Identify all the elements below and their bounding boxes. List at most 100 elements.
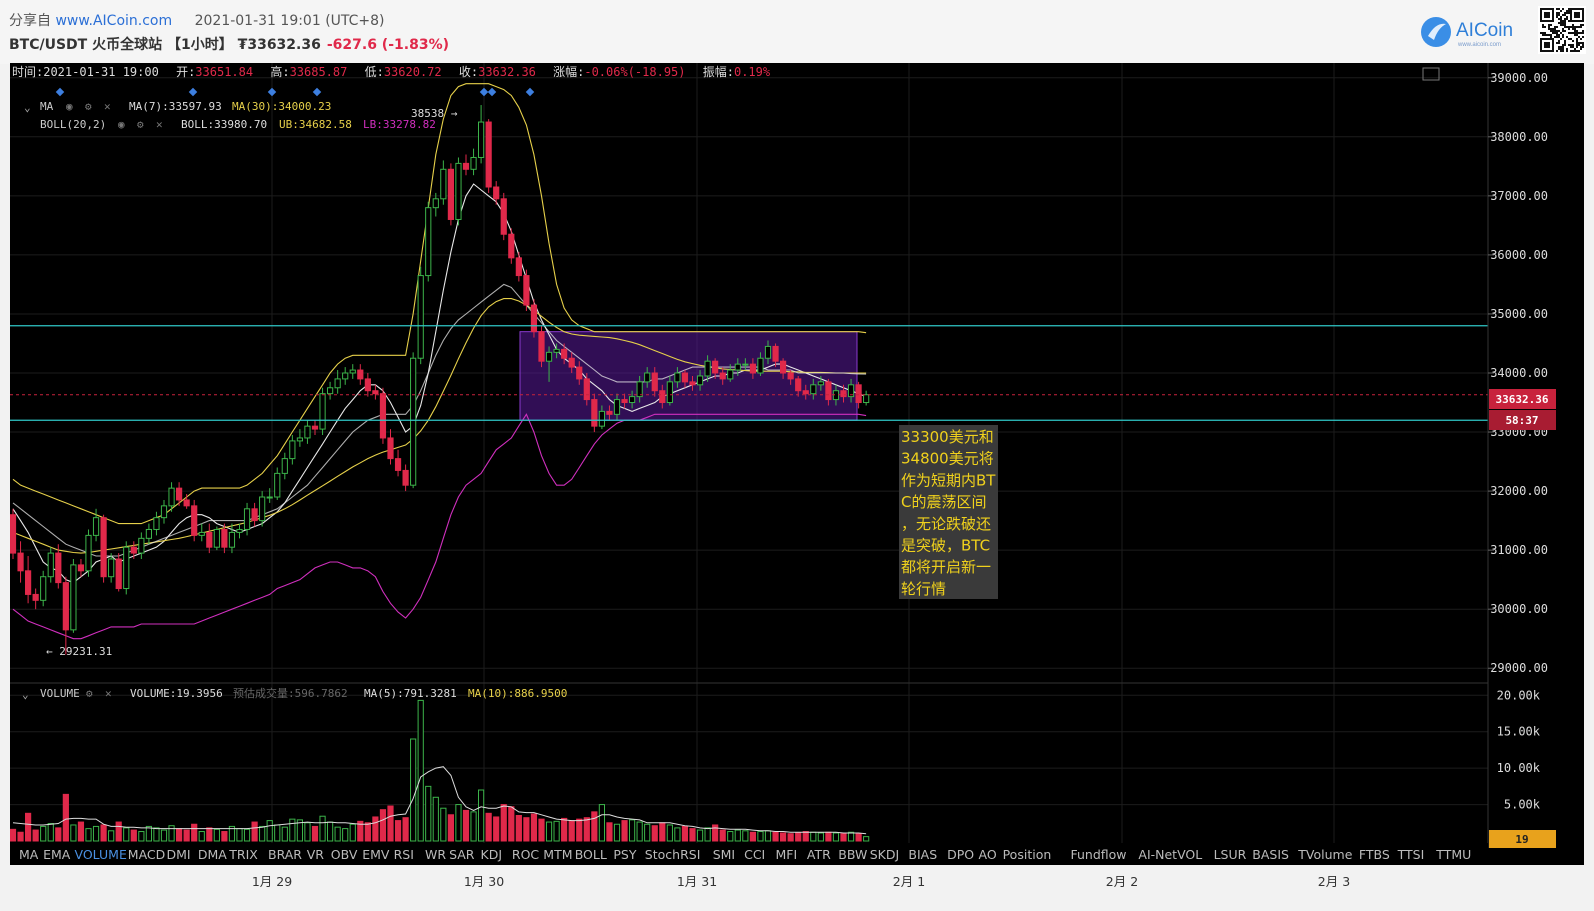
close-icon[interactable]: ✕ [156, 118, 163, 131]
gear-icon[interactable]: ⚙ [86, 687, 93, 700]
indicator-tab[interactable]: BIAS [908, 847, 937, 862]
indicator-tab[interactable]: DMI [167, 847, 191, 862]
candle [387, 437, 394, 460]
indicator-tab[interactable]: SKDJ [870, 847, 899, 862]
event-marker-icon[interactable] [267, 87, 277, 97]
y-tick-label: 38000.00 [1490, 130, 1548, 144]
indicator-tab[interactable]: TTSI [1397, 847, 1425, 862]
indicator-tab[interactable]: RSI [394, 847, 414, 862]
share-url[interactable]: www.AICoin.com [55, 13, 173, 29]
symbol-title: BTC/USDT 火币全球站 【1小时】 ₮33632.36 -627.6 (-1… [9, 34, 449, 54]
candle [734, 363, 741, 371]
candle [500, 198, 507, 235]
candle [85, 534, 92, 572]
annotation-line: 33300美元和 [901, 428, 994, 446]
indicator-tab[interactable]: BASIS [1252, 847, 1289, 862]
indicator-tab[interactable]: ROC [512, 847, 540, 862]
candle [651, 372, 658, 392]
volume-legend: ⌄ VOLUME ⚙ ✕ VOLUME:19.3956 预估成交量:596.78… [22, 686, 567, 701]
volume-bar [123, 827, 130, 842]
indicator-tab[interactable]: VR [307, 847, 325, 862]
x-tick-label: 1月 29 [252, 874, 292, 889]
volume-bar [440, 807, 447, 842]
volume-bar [485, 812, 492, 842]
event-marker-icon[interactable] [312, 87, 322, 97]
event-marker-icon[interactable] [479, 87, 489, 97]
indicator-tab[interactable]: EMV [362, 847, 390, 862]
indicator-tab[interactable]: OBV [331, 847, 358, 862]
y-tick-label: 35000.00 [1490, 307, 1548, 321]
candle [485, 121, 492, 188]
settings-icon[interactable] [1422, 67, 1440, 81]
candle [855, 384, 862, 404]
indicator-tab[interactable]: PSY [613, 847, 636, 862]
gear-icon[interactable]: ⚙ [137, 118, 144, 131]
boll-legend-name: BOLL(20,2) [40, 118, 106, 131]
indicator-tab[interactable]: BBW [838, 847, 867, 862]
close-icon[interactable]: ✕ [105, 687, 112, 700]
volume-bar [538, 818, 545, 842]
candle [817, 381, 824, 386]
candlestick-chart[interactable]: 39000.00 38000.00 37000.00 36000.00 35000.00… [10, 63, 1584, 899]
indicator-tab[interactable]: KDJ [481, 847, 503, 862]
indicator-tab[interactable]: VOLUME [75, 847, 127, 862]
candle [629, 396, 636, 404]
candle [568, 357, 575, 368]
indicator-tab[interactable]: Position [1003, 847, 1052, 862]
indicator-tab[interactable]: StochRSI [645, 847, 701, 862]
volume-bar [206, 827, 213, 842]
eye-icon[interactable]: ◉ [66, 100, 73, 113]
indicator-tab[interactable]: BRAR [268, 847, 302, 862]
collapse-icon[interactable]: ⌄ [24, 101, 31, 114]
volume-bar [847, 831, 855, 842]
candle [160, 505, 168, 519]
indicator-tab[interactable]: BOLL [575, 847, 607, 862]
indicator-tab[interactable]: EMA [43, 847, 71, 862]
indicator-tab[interactable]: AO [979, 847, 997, 862]
volume-bar [493, 816, 500, 842]
volume-bar [772, 831, 779, 842]
volume-bar [281, 826, 288, 842]
indicator-tab[interactable]: ATR [807, 847, 831, 862]
collapse-icon[interactable]: ⌄ [22, 688, 29, 701]
volume-bar [689, 828, 696, 842]
candle [863, 394, 870, 404]
countdown-text: 58:37 [1505, 414, 1538, 427]
indicator-tab[interactable]: FTBS [1359, 847, 1390, 862]
indicator-tab[interactable]: Fundflow [1071, 847, 1127, 862]
eye-icon[interactable]: ◉ [118, 118, 125, 131]
volume-bar [795, 832, 802, 842]
candle [417, 275, 424, 359]
indicator-tab[interactable]: LSUR [1214, 847, 1247, 862]
indicator-tab[interactable]: TTMU [1435, 847, 1471, 862]
indicator-tab[interactable]: MFI [776, 847, 798, 862]
volume-bar [228, 825, 236, 842]
indicator-tab[interactable]: SAR [449, 847, 475, 862]
indicator-tab[interactable]: DMA [198, 847, 227, 862]
event-marker-icon[interactable] [487, 87, 497, 97]
candle [764, 345, 772, 359]
indicator-tab[interactable]: CCI [744, 847, 765, 862]
event-marker-icon[interactable] [55, 87, 65, 97]
candle [689, 381, 696, 386]
price-axis[interactable]: 39000.00 38000.00 37000.00 36000.00 35000.00… [1488, 71, 1548, 675]
volume-bar [719, 829, 726, 842]
close-icon[interactable]: ✕ [104, 100, 111, 113]
volume-bar [191, 823, 198, 842]
indicator-tab[interactable]: AI-NetVOL [1138, 847, 1202, 862]
indicator-tab[interactable]: MTM [543, 847, 572, 862]
volume-bar [470, 811, 477, 842]
indicator-tab[interactable]: WR [425, 847, 446, 862]
candle [598, 410, 605, 427]
indicator-tab[interactable]: DPO [947, 847, 974, 862]
indicator-tab[interactable]: TVolume [1297, 847, 1352, 862]
indicator-tab[interactable]: SMI [713, 847, 735, 862]
volume-bar [394, 820, 402, 842]
event-markers[interactable] [55, 87, 535, 97]
indicator-tab[interactable]: MA [19, 847, 39, 862]
indicator-tab[interactable]: TRIX [228, 847, 258, 862]
volume-bar [251, 821, 258, 842]
indicator-tab[interactable]: MACD [128, 847, 165, 862]
volume-bar [379, 809, 387, 842]
gear-icon[interactable]: ⚙ [85, 100, 92, 113]
